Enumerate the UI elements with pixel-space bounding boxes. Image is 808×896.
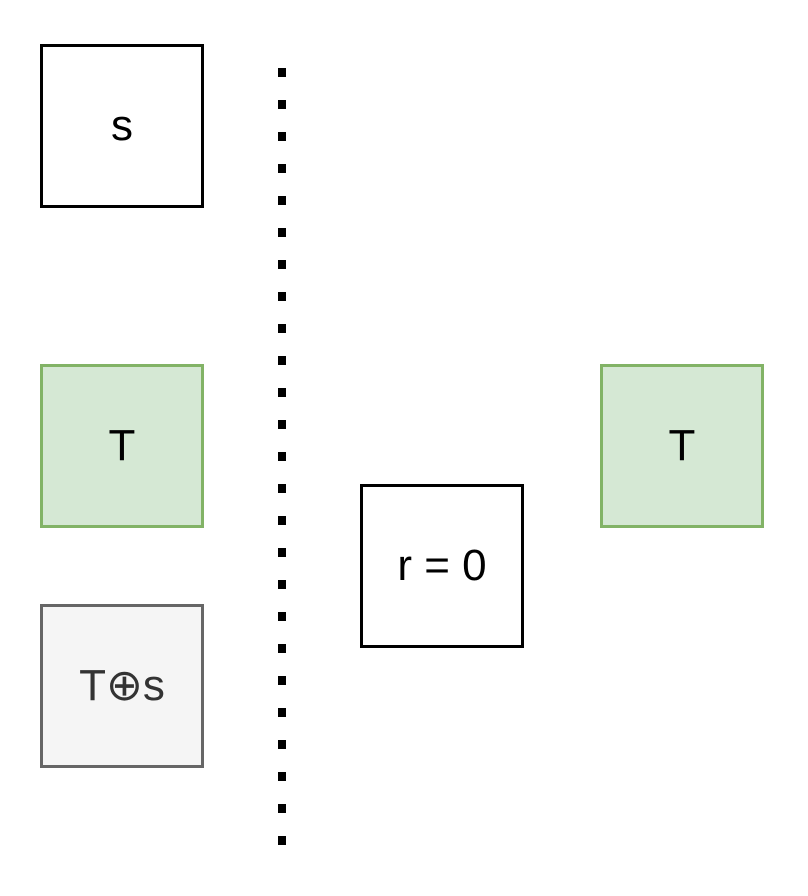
node-s: s: [40, 44, 204, 208]
node-s-label: s: [111, 101, 133, 150]
node-t-right-label: T: [668, 421, 696, 470]
node-r: r = 0: [360, 484, 524, 648]
node-t-xor-s: T⊕s: [40, 604, 204, 768]
node-r-label: r = 0: [397, 541, 487, 590]
node-t-left: T: [40, 364, 204, 528]
node-t-left-label: T: [108, 421, 136, 470]
node-t-right: T: [600, 364, 764, 528]
dotted-divider: [278, 68, 286, 852]
node-t-xor-s-label: T⊕s: [79, 661, 165, 710]
